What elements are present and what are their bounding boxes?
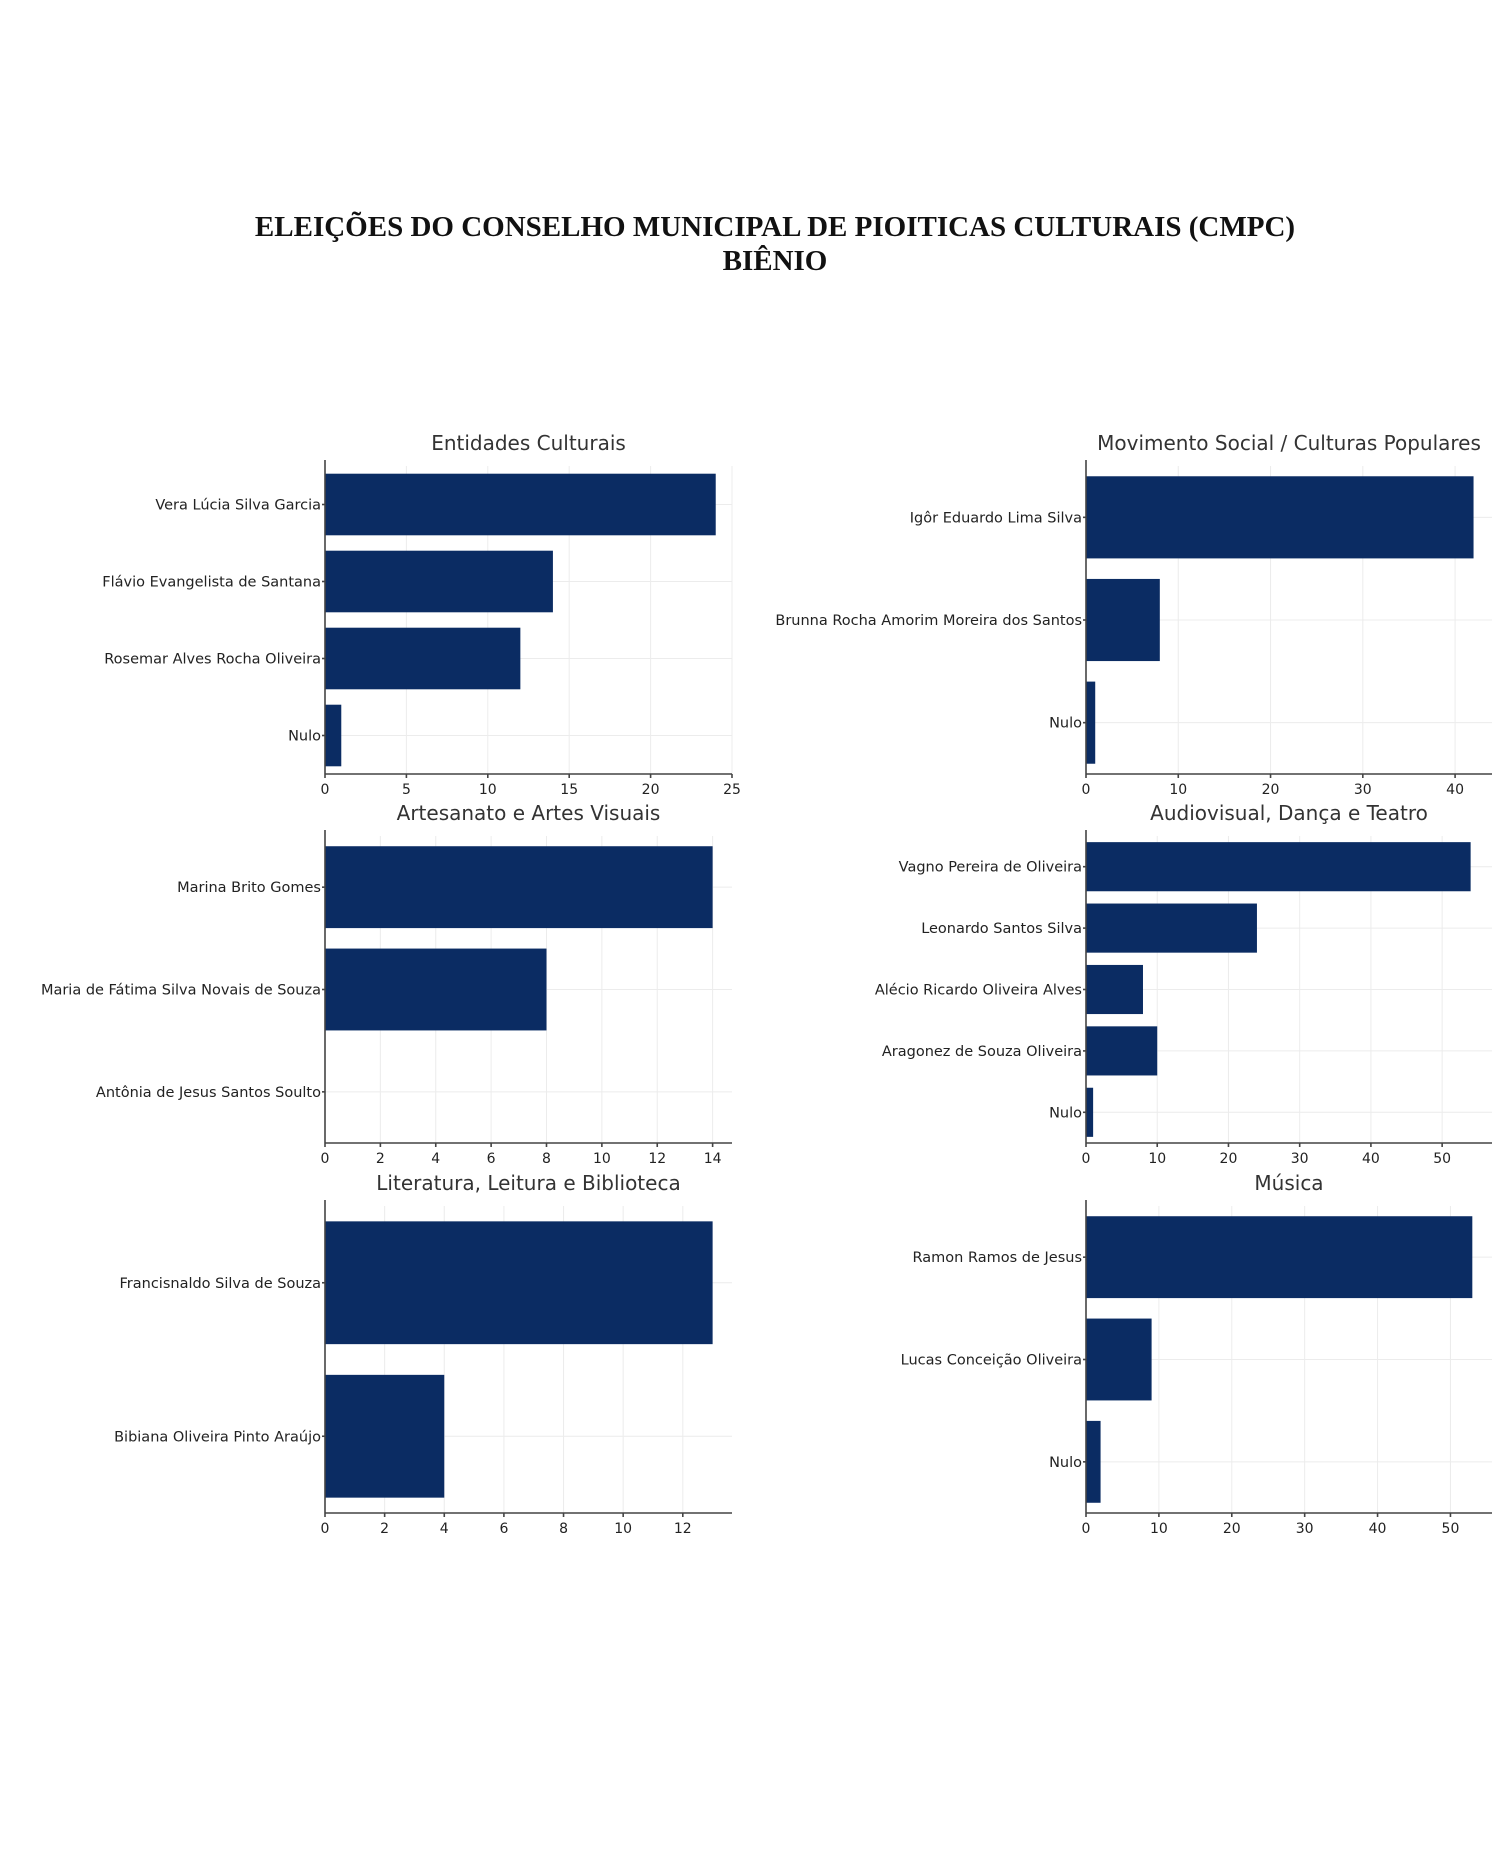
bar [325,704,342,767]
chart-title: Audiovisual, Dança e Teatro [1150,801,1428,825]
category-label: Francisnaldo Silva de Souza [120,1276,322,1292]
x-tick-label: 8 [559,1521,568,1537]
chart-panel-2: Igôr Eduardo Lima Silva Brunna Rocha Amor… [775,431,1492,798]
chart-panel-4: Vagno Pereira de Oliveira Leonardo Santos… [875,801,1492,1167]
bar [1086,903,1257,953]
bar [1086,681,1096,764]
chart-panel-6: Ramon Ramos de Jesus Lucas Conceição Oliv… [901,1171,1492,1537]
bar [1086,1026,1158,1076]
x-tick-label: 20 [1262,782,1280,798]
chart-title: Movimento Social / Culturas Populares [1097,431,1481,455]
x-tick-label: 2 [376,1151,385,1167]
x-tick-label: 0 [321,1521,330,1537]
x-tick-label: 2 [380,1521,389,1537]
category-label: Antônia de Jesus Santos Soulto [96,1085,321,1101]
x-tick-label: 0 [321,1151,330,1167]
bar [1086,476,1474,559]
x-tick-label: 10 [479,782,497,798]
category-label: Flávio Evangelista de Santana [102,575,321,591]
x-tick-label: 25 [723,782,741,798]
x-tick-label: 10 [1150,1521,1168,1537]
x-tick-label: 10 [614,1521,632,1537]
bar [325,550,553,613]
x-tick-label: 0 [1082,782,1091,798]
page-title-line-1: ELEIÇÕES DO CONSELHO MUNICIPAL DE PIOITI… [254,211,1296,243]
x-tick-label: 40 [1446,782,1464,798]
x-tick-label: 4 [440,1521,449,1537]
chart-title: Literatura, Leitura e Biblioteca [376,1171,680,1195]
x-tick-label: 40 [1362,1151,1380,1167]
bar [1086,1318,1152,1401]
x-tick-label: 6 [499,1521,508,1537]
bar [1086,1087,1094,1137]
category-label: Nulo [1049,1105,1082,1121]
category-label: Igôr Eduardo Lima Silva [910,510,1082,526]
chart-title: Artesanato e Artes Visuais [397,801,661,825]
bar [325,1374,445,1498]
category-label: Marina Brito Gomes [177,880,321,896]
x-tick-label: 20 [1223,1521,1241,1537]
page-title-line-2: BIÊNIO [722,245,828,277]
chart-title: Entidades Culturais [431,431,626,455]
x-tick-label: 50 [1433,1151,1451,1167]
bar [325,1221,713,1345]
x-tick-label: 12 [648,1151,666,1167]
bar [325,473,716,536]
bar [325,846,713,929]
category-label: Lucas Conceição Oliveira [901,1353,1082,1369]
category-label: Vera Lúcia Silva Garcia [155,498,321,514]
x-tick-label: 30 [1354,782,1372,798]
bar [1086,578,1160,662]
x-tick-label: 15 [560,782,578,798]
category-label: Brunna Rocha Amorim Moreira dos Santos [775,613,1082,629]
chart-title: Música [1254,1171,1323,1195]
bar [325,948,547,1031]
x-tick-label: 10 [1148,1151,1166,1167]
bar [1086,1216,1473,1299]
x-tick-label: 10 [1169,782,1187,798]
category-label: Nulo [1049,1455,1082,1471]
x-tick-label: 40 [1369,1521,1387,1537]
x-tick-label: 20 [642,782,660,798]
category-label: Maria de Fátima Silva Novais de Souza [41,983,321,999]
category-label: Rosemar Alves Rocha Oliveira [104,652,321,668]
category-label: Ramon Ramos de Jesus [913,1250,1082,1266]
x-tick-label: 12 [674,1521,692,1537]
category-label: Nulo [1049,716,1082,732]
category-label: Aragonez de Souza Oliveira [882,1044,1082,1060]
x-tick-label: 4 [431,1151,440,1167]
chart-panel-3: Marina Brito Gomes Maria de Fátima Silva … [41,801,732,1167]
x-tick-label: 14 [704,1151,722,1167]
x-tick-label: 5 [402,782,411,798]
category-label: Bibiana Oliveira Pinto Araújo [114,1429,321,1445]
x-tick-label: 0 [1082,1151,1091,1167]
category-label: Vagno Pereira de Oliveira [899,860,1082,876]
x-tick-label: 6 [487,1151,496,1167]
x-tick-label: 20 [1220,1151,1238,1167]
x-tick-label: 30 [1291,1151,1309,1167]
chart-panel-5: Francisnaldo Silva de Souza Bibiana Olive… [114,1171,732,1537]
chart-panel-1: Vera Lúcia Silva Garcia Flávio Evangelist… [102,431,741,798]
page-title: ELEIÇÕES DO CONSELHO MUNICIPAL DE PIOITI… [0,210,1500,278]
x-tick-label: 8 [542,1151,551,1167]
bar [325,627,521,690]
x-tick-label: 10 [593,1151,611,1167]
bar [1086,1420,1101,1503]
bar [1086,964,1143,1015]
category-label: Nulo [288,729,321,745]
x-tick-label: 50 [1442,1521,1460,1537]
category-label: Leonardo Santos Silva [921,921,1082,937]
x-tick-label: 0 [1082,1521,1091,1537]
bar [1086,842,1471,892]
x-tick-label: 30 [1296,1521,1314,1537]
x-tick-label: 0 [321,782,330,798]
category-label: Alécio Ricardo Oliveira Alves [875,983,1082,999]
